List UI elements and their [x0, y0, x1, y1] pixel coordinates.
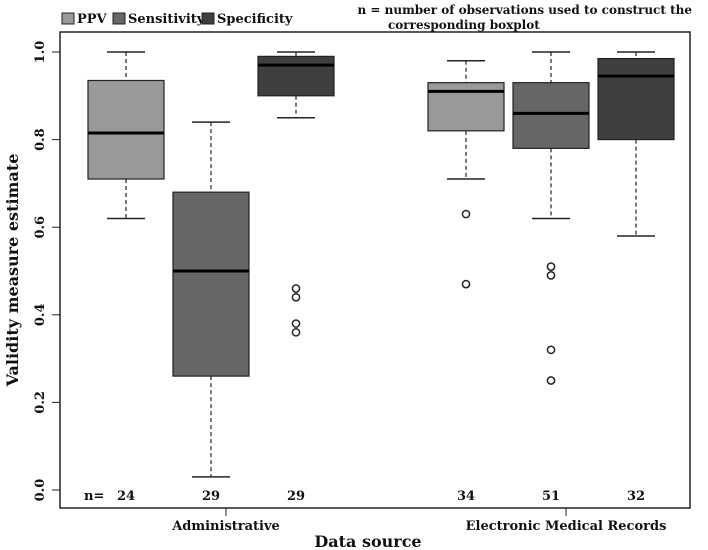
y-tick-label: 0.8 [33, 128, 48, 151]
box-iqr [512, 82, 590, 149]
n-label: 34 [457, 489, 475, 504]
n-label: 24 [117, 489, 135, 504]
legend-label-sensitivity: Sensitivity [128, 12, 205, 27]
outlier-point [546, 376, 556, 385]
y-tick-label: 0.6 [33, 216, 48, 239]
outlier-point [291, 327, 301, 337]
n-prefix-label: n= [84, 489, 104, 504]
n-label: 32 [627, 489, 645, 504]
outlier-point [291, 292, 301, 302]
n-note-line1: n = number of observations used to const… [358, 3, 693, 17]
n-note-line2: corresponding boxplot [388, 18, 540, 32]
boxes [87, 51, 675, 478]
outlier-point [546, 345, 556, 355]
x-tick-label-emr: Electronic Medical Records [466, 519, 667, 534]
box-sensitivity-emr [512, 51, 590, 385]
x-tick-label-administrative: Administrative [171, 519, 280, 534]
y-tick-label: 1.0 [33, 41, 48, 64]
outlier-point [546, 271, 556, 280]
x-axis-label: Data source [314, 532, 421, 550]
outlier-point [546, 262, 556, 271]
y-ticks: 0.0 0.2 0.4 0.6 0.8 1.0 [33, 41, 60, 502]
outlier-point [461, 279, 471, 289]
box-iqr [257, 55, 335, 97]
box-sensitivity-administrative [172, 121, 250, 478]
box-ppv-administrative [87, 51, 165, 220]
box-iqr [427, 82, 505, 132]
box-specificity-emr [597, 51, 675, 237]
n-label: 29 [202, 489, 220, 504]
box-iqr [87, 79, 165, 180]
y-axis-label: Validity measure estimate [3, 154, 22, 388]
legend-swatch-sensitivity [112, 12, 126, 25]
box-ppv-emr [427, 60, 505, 289]
legend-swatch-specificity [201, 12, 215, 25]
y-tick-label: 0.0 [33, 479, 48, 502]
box-iqr [172, 191, 250, 377]
legend-label-ppv: PPV [77, 12, 108, 27]
outlier-point [291, 319, 301, 328]
n-labels: 24 29 29 34 51 32 [117, 489, 645, 504]
legend-label-specificity: Specificity [217, 12, 293, 27]
outlier-point [461, 209, 471, 219]
box-specificity-administrative [257, 51, 335, 337]
n-label: 29 [287, 489, 305, 504]
outlier-point [291, 284, 301, 293]
legend-swatch-ppv [61, 12, 75, 25]
box-iqr [597, 57, 675, 141]
y-tick-label: 0.2 [33, 391, 48, 414]
legend: PPV Sensitivity Specificity [61, 12, 293, 27]
y-tick-label: 0.4 [33, 303, 48, 326]
n-label: 51 [542, 489, 560, 504]
